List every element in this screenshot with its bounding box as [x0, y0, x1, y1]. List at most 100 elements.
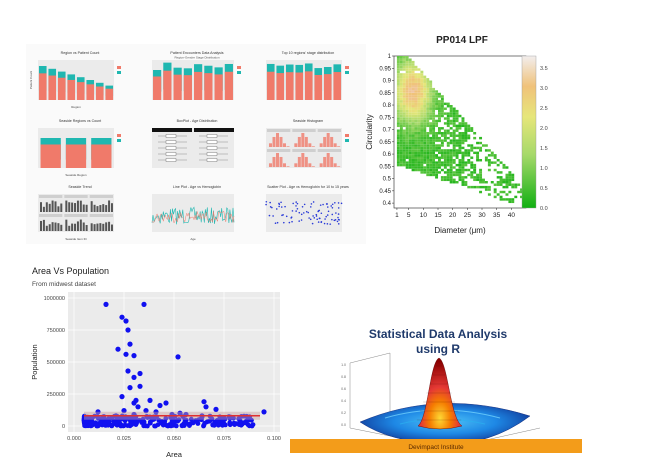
heatmap-cell: [473, 171, 477, 174]
heatmap-cell: [476, 185, 480, 189]
heatmap-cell: [520, 188, 524, 191]
heatmap-cell: [458, 146, 462, 150]
heatmap-cell: [417, 119, 421, 123]
heatmap-cell: [467, 185, 471, 189]
heatmap-cell: [408, 154, 412, 157]
heatmap-cell: [414, 105, 418, 108]
heatmap-cell: [414, 97, 418, 101]
heatmap-cell: [426, 90, 430, 93]
heatmap-cell: [432, 132, 436, 135]
heatmap-cell: [396, 161, 400, 164]
heatmap-cell: [496, 181, 500, 184]
dash-trend-bar: [105, 222, 108, 231]
heatmap-cell: [429, 168, 433, 172]
dash-line-series: [151, 206, 235, 225]
heatmap-cell: [461, 183, 465, 186]
heatmap-cell: [446, 132, 450, 135]
heatmap-cell: [458, 134, 462, 137]
dash-scatter-point: [265, 200, 268, 203]
heatmap-cell: [496, 176, 500, 179]
heatmap-cell: [414, 134, 418, 137]
dash-scatter-point: [327, 210, 330, 213]
dash-bar-salmon: [224, 71, 233, 100]
dash-hist-bar: [286, 146, 290, 147]
dash-scatter-point: [326, 206, 329, 208]
heatmap-cell: [408, 151, 412, 155]
heatmap-cell: [423, 100, 427, 103]
heatmap-cell: [476, 141, 480, 145]
heatmap-cell: [420, 109, 424, 113]
heatmap-cell: [429, 105, 433, 108]
heatmap-cell: [405, 136, 409, 140]
dash-bar-salmon: [204, 73, 213, 100]
scatter-point: [181, 423, 187, 428]
heatmap-cell: [405, 70, 409, 74]
heatmap-cell: [449, 109, 453, 113]
heatmap-cell: [414, 163, 418, 167]
heatmap-cell: [420, 83, 424, 86]
heatmap-cell: [449, 176, 453, 179]
heatmap-cell: [423, 144, 427, 147]
scatter-point: [95, 409, 101, 415]
heatmap-cell: [499, 171, 503, 174]
heatmap-cell: [429, 114, 433, 118]
heatmap-cell: [411, 151, 415, 155]
heatmap-cell: [411, 80, 415, 83]
scatter-chart: Area Vs Population From midwest dataset …: [30, 266, 281, 459]
heatmap-cell: [417, 109, 421, 113]
heatmap-cell: [429, 87, 433, 91]
scatter-point: [162, 419, 168, 425]
heatmap-cell: [408, 109, 412, 113]
dash-facet-strip: [267, 129, 291, 132]
heatmap-y-tick-label: 0.7: [383, 128, 392, 134]
heatmap-cell: [446, 163, 450, 167]
dash-scatter-point: [309, 206, 312, 208]
heatmap-cell: [470, 185, 474, 189]
heatmap-cell: [443, 129, 447, 132]
dash-scatter-point: [288, 221, 291, 224]
heatmap-cell: [435, 168, 439, 172]
heatmap-cell: [399, 75, 403, 79]
heatmap-cell: [414, 107, 418, 110]
heatmap-cell: [446, 173, 450, 177]
heatmap-cell: [426, 156, 430, 159]
scatter-point: [109, 423, 115, 429]
heatmap-cell: [396, 80, 400, 83]
heatmap-cell: [399, 97, 403, 101]
dash-bar-salmon: [285, 72, 294, 100]
heatmap-cell: [455, 114, 459, 118]
heatmap-cell: [493, 161, 497, 164]
dash-trend-bar: [76, 200, 79, 212]
heatmap-y-tick-label: 0.95: [379, 66, 391, 72]
heatmap-cell: [455, 117, 459, 120]
heatmap-cell: [402, 107, 406, 110]
heatmap-cell: [420, 114, 424, 118]
scatter-point: [133, 421, 138, 426]
heatmap-cell: [458, 141, 462, 145]
heatmap-cell: [435, 176, 439, 179]
heatmap-colorbar-tick-label: 2.0: [540, 126, 548, 132]
dash-hist-bar: [297, 156, 301, 167]
heatmap-cell: [467, 127, 471, 130]
heatmap-cell: [420, 112, 424, 115]
heatmap-cell: [508, 183, 512, 186]
heatmap-cell: [396, 163, 400, 167]
dash-hist-bar: [301, 153, 305, 167]
heatmap-cell: [461, 139, 465, 142]
heatmap-cell: [405, 127, 409, 130]
heatmap-cell: [408, 78, 412, 81]
heatmap-cell: [440, 100, 444, 103]
heatmap-cell: [405, 107, 409, 110]
dash-bar-salmon: [163, 70, 172, 100]
heatmap-cell: [414, 129, 418, 132]
surface-z-tick-label: 1.0: [341, 363, 346, 367]
heatmap-cell: [408, 97, 412, 101]
dash-bar-salmon: [314, 74, 323, 100]
heatmap-cell: [440, 168, 444, 172]
heatmap-x-axis-label: Diameter (μm): [434, 226, 486, 235]
heatmap-cell: [402, 117, 406, 120]
dash-legend-swatch: [345, 134, 349, 137]
surface-title-line1: Statistical Data Analysis: [369, 327, 508, 341]
heatmap-cell: [399, 105, 403, 108]
heatmap-cell: [464, 122, 468, 125]
